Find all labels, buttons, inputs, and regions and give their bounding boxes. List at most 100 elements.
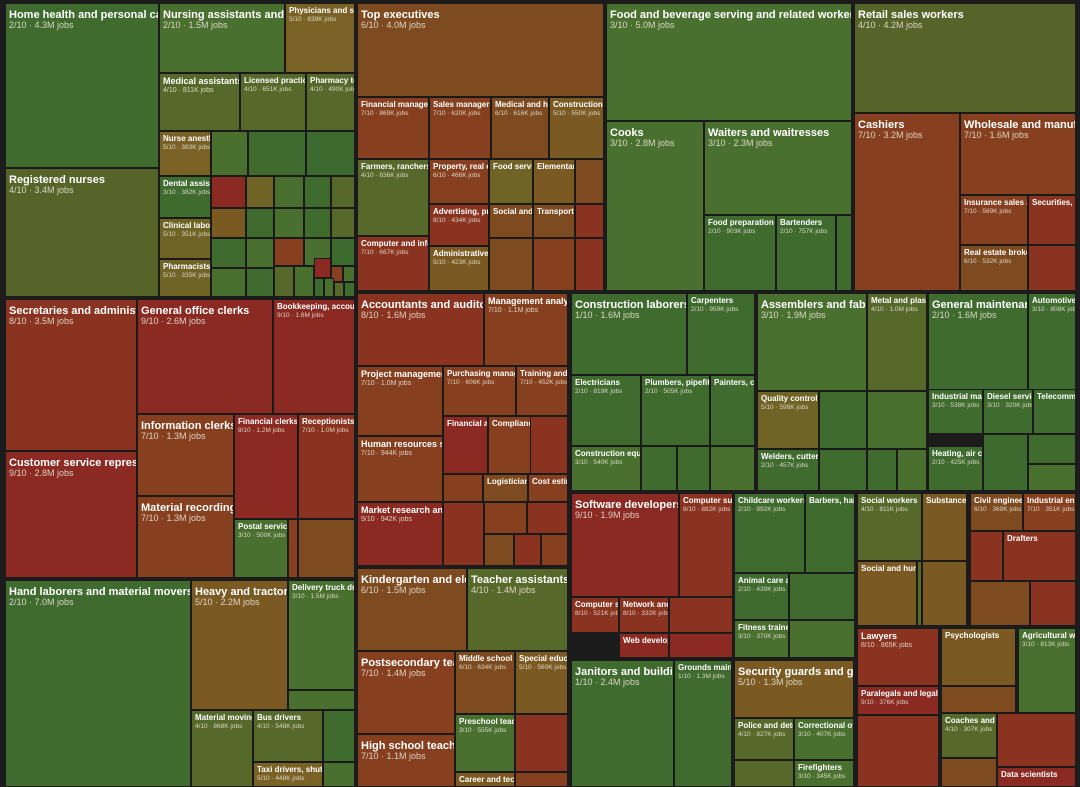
treemap-tile[interactable]: Telecommunications technicians bbox=[1033, 389, 1076, 434]
treemap-tile[interactable]: Nursing assistants and orderlies2/10 · 1… bbox=[159, 3, 285, 73]
treemap-tile[interactable]: Secretaries and administrative assistant… bbox=[5, 299, 137, 451]
treemap-tile[interactable]: Heavy and tractor-trailer truck drivers5… bbox=[191, 580, 288, 710]
treemap-tile[interactable]: Special education teachers5/10 · 560K jo… bbox=[515, 651, 568, 714]
treemap-tile[interactable]: Lawyers 8/10 · 865K jobs bbox=[857, 628, 939, 686]
treemap-tile[interactable]: Securities, commodities agents bbox=[1028, 195, 1076, 245]
treemap-tile[interactable]: Software developers, QA9/10 · 1.9M jobs bbox=[571, 493, 679, 597]
treemap-tile[interactable]: Social workers 4/10 · 811K jobs bbox=[857, 493, 922, 561]
treemap-tile[interactable]: Security guards and gambling surveillanc… bbox=[734, 660, 854, 718]
treemap-tile[interactable]: Delivery truck drivers3/10 · 1.5M jobs bbox=[288, 580, 355, 690]
treemap-tile[interactable]: Waiters and waitresses 3/10 · 2.3M jobs bbox=[704, 121, 852, 215]
treemap-tile[interactable]: Industrial machinery mechanics3/10 · 538… bbox=[928, 389, 983, 434]
treemap-tile[interactable]: Clinical laboratory technologists5/10 · … bbox=[159, 218, 211, 259]
treemap-tile[interactable]: Plumbers, pipefitters2/10 · 505K jobs bbox=[641, 375, 710, 446]
treemap-tile[interactable]: Cashiers 7/10 · 3.2M jobs bbox=[854, 113, 960, 291]
treemap-tile[interactable]: Drafters bbox=[1003, 531, 1076, 581]
treemap-tile[interactable]: Food service managers bbox=[489, 159, 533, 204]
treemap-tile[interactable]: Diesel service technicians3/10 · 320K jo… bbox=[983, 389, 1033, 434]
treemap-tile[interactable]: Grounds maintenance workers1/10 · 1.3M j… bbox=[674, 660, 732, 787]
treemap-tile[interactable]: Training and development7/10 · 452K jobs bbox=[516, 366, 568, 416]
treemap-tile[interactable]: Substance abuse counselors bbox=[922, 493, 967, 561]
treemap-tile[interactable]: Dental assistants3/10 · 382K jobs bbox=[159, 176, 211, 218]
treemap-tile[interactable]: Web developers bbox=[619, 633, 669, 658]
treemap-tile[interactable]: Janitors and building cleaners1/10 · 2.4… bbox=[571, 660, 674, 787]
treemap-tile[interactable]: Transportation managers bbox=[533, 204, 575, 238]
treemap-tile[interactable]: Nurse anesthetists5/10 · 383K jobs bbox=[159, 131, 211, 176]
treemap-tile[interactable]: Food and beverage serving and related wo… bbox=[606, 3, 852, 121]
treemap-tile[interactable]: Project management specialists7/10 · 1.0… bbox=[357, 366, 443, 436]
treemap-tile[interactable]: Insurance sales agents7/10 · 569K jobs bbox=[960, 195, 1028, 245]
treemap-tile[interactable]: Hand laborers and material movers 2/10 · … bbox=[5, 580, 191, 787]
treemap-tile[interactable]: Childcare workers 2/10 · 992K jobs bbox=[734, 493, 805, 573]
treemap-tile[interactable]: Compliance officers bbox=[488, 416, 531, 474]
treemap-tile[interactable]: Administrative services managers5/10 · 4… bbox=[429, 246, 489, 291]
treemap-tile[interactable]: Network and computer systems administrat… bbox=[619, 597, 669, 633]
treemap-tile[interactable]: Pharmacy technicians4/10 · 490K jobs bbox=[306, 73, 355, 131]
treemap-tile[interactable]: Registered nurses 4/10 · 3.4M jobs bbox=[5, 168, 159, 297]
treemap-tile[interactable]: General maintenance and repair workers2/… bbox=[928, 293, 1028, 391]
treemap-tile[interactable]: Wholesale and manufacturing sales repres… bbox=[960, 113, 1076, 195]
treemap-tile[interactable]: Coaches and scouts4/10 · 307K jobs bbox=[941, 713, 997, 758]
treemap-tile[interactable]: Advertising, promotions managers8/10 · 4… bbox=[429, 204, 489, 246]
treemap-tile[interactable]: Construction laborers 1/10 · 1.6M jobs bbox=[571, 293, 687, 375]
treemap-tile[interactable]: Quality control inspectors5/10 · 598K jo… bbox=[757, 391, 819, 449]
treemap-tile[interactable]: Computer support specialists8/10 · 882K … bbox=[679, 493, 733, 597]
treemap-tile[interactable]: Material moving machine operators4/10 · … bbox=[191, 710, 253, 787]
treemap-tile[interactable]: Bus drivers 4/10 · 548K jobs bbox=[253, 710, 323, 762]
treemap-tile[interactable]: Logisticians bbox=[483, 474, 528, 502]
treemap-tile[interactable]: Elementary school principals bbox=[533, 159, 575, 204]
treemap-tile[interactable]: Data scientists bbox=[997, 767, 1076, 787]
treemap-tile[interactable]: Receptionists 7/10 · 1.0M jobs bbox=[298, 414, 355, 519]
treemap-tile[interactable]: Customer service representatives9/10 · 2… bbox=[5, 451, 137, 578]
treemap-tile[interactable]: Physicians and surgeons5/10 · 839K jobs bbox=[285, 3, 355, 73]
treemap-tile[interactable]: Electricians 2/10 · 819K jobs bbox=[571, 375, 641, 446]
treemap-tile[interactable]: Construction managers5/10 · 550K jobs bbox=[549, 97, 604, 159]
treemap-tile[interactable]: Automotive service technicians3/10 · 808… bbox=[1028, 293, 1076, 391]
treemap-tile[interactable]: Information clerks 7/10 · 1.3M jobs bbox=[137, 414, 234, 496]
treemap-tile[interactable]: Barbers, hairstylists bbox=[805, 493, 855, 573]
treemap-tile[interactable]: Management analysts7/10 · 1.1M jobs bbox=[484, 293, 568, 366]
treemap-tile[interactable]: Civil engineers6/10 · 369K jobs bbox=[970, 493, 1023, 531]
treemap-tile[interactable]: Financial analysts bbox=[443, 416, 488, 474]
treemap-tile[interactable]: Real estate brokers6/10 · 532K jobs bbox=[960, 245, 1028, 291]
treemap-tile[interactable]: Medical and health services managers6/10… bbox=[491, 97, 549, 159]
treemap-tile[interactable]: Sales managers 7/10 · 620K jobs bbox=[429, 97, 491, 159]
treemap-tile[interactable]: Welders, cutters 2/10 · 457K jobs bbox=[757, 449, 819, 491]
treemap-tile[interactable]: Retail sales workers 4/10 · 4.2M jobs bbox=[854, 3, 1076, 113]
treemap-tile[interactable]: Heating, air conditioning mechanics2/10 … bbox=[928, 446, 983, 491]
treemap-tile[interactable]: Bartenders 2/10 · 757K jobs bbox=[776, 215, 836, 291]
treemap-tile[interactable]: Kindergarten and elementary teachers6/10… bbox=[357, 568, 467, 651]
treemap-tile[interactable]: Middle school teachers6/10 · 634K jobs bbox=[455, 651, 515, 714]
treemap-tile[interactable]: Correctional officers3/10 · 407K jobs bbox=[794, 718, 854, 760]
treemap-tile[interactable]: Social and community managers bbox=[489, 204, 533, 238]
treemap-tile[interactable]: Preschool teachers3/10 · 555K jobs bbox=[455, 714, 515, 772]
treemap-tile[interactable]: Top executives 6/10 · 4.0M jobs bbox=[357, 3, 604, 97]
treemap-tile[interactable]: Farmers, ranchers 4/10 · 836K jobs bbox=[357, 159, 429, 236]
treemap-tile[interactable]: Medical assistants 4/10 · 811K jobs bbox=[159, 73, 240, 131]
treemap-tile[interactable]: Cooks 3/10 · 2.8M jobs bbox=[606, 121, 704, 291]
treemap-tile[interactable]: High school teachers7/10 · 1.1M jobs bbox=[357, 734, 455, 787]
treemap-tile[interactable]: Social and human service assistants bbox=[857, 561, 917, 626]
treemap-tile[interactable]: Industrial engineers7/10 · 351K jobs bbox=[1023, 493, 1076, 531]
treemap-tile[interactable]: Computer and information systems manager… bbox=[357, 236, 429, 291]
treemap-tile[interactable]: Taxi drivers, shuttle drivers5/10 · 448K… bbox=[253, 762, 323, 787]
treemap-tile[interactable]: Fitness trainers3/10 · 370K jobs bbox=[734, 620, 789, 658]
treemap-tile[interactable]: Financial clerks 9/10 · 1.2M jobs bbox=[234, 414, 298, 519]
treemap-tile[interactable]: Career and technical teachers bbox=[455, 772, 515, 787]
treemap-tile[interactable]: Police and detectives4/10 · 827K jobs bbox=[734, 718, 794, 760]
treemap-tile[interactable]: Teacher assistants 4/10 · 1.4M jobs bbox=[467, 568, 568, 651]
treemap-tile[interactable]: Construction equipment operators3/10 · 5… bbox=[571, 446, 641, 491]
treemap-tile[interactable]: Pharmacists 5/10 · 335K jobs bbox=[159, 259, 211, 297]
treemap-tile[interactable]: General office clerks 9/10 · 2.6M jobs bbox=[137, 299, 273, 414]
treemap-tile[interactable]: Computer systems analysts8/10 · 521K job… bbox=[571, 597, 619, 633]
